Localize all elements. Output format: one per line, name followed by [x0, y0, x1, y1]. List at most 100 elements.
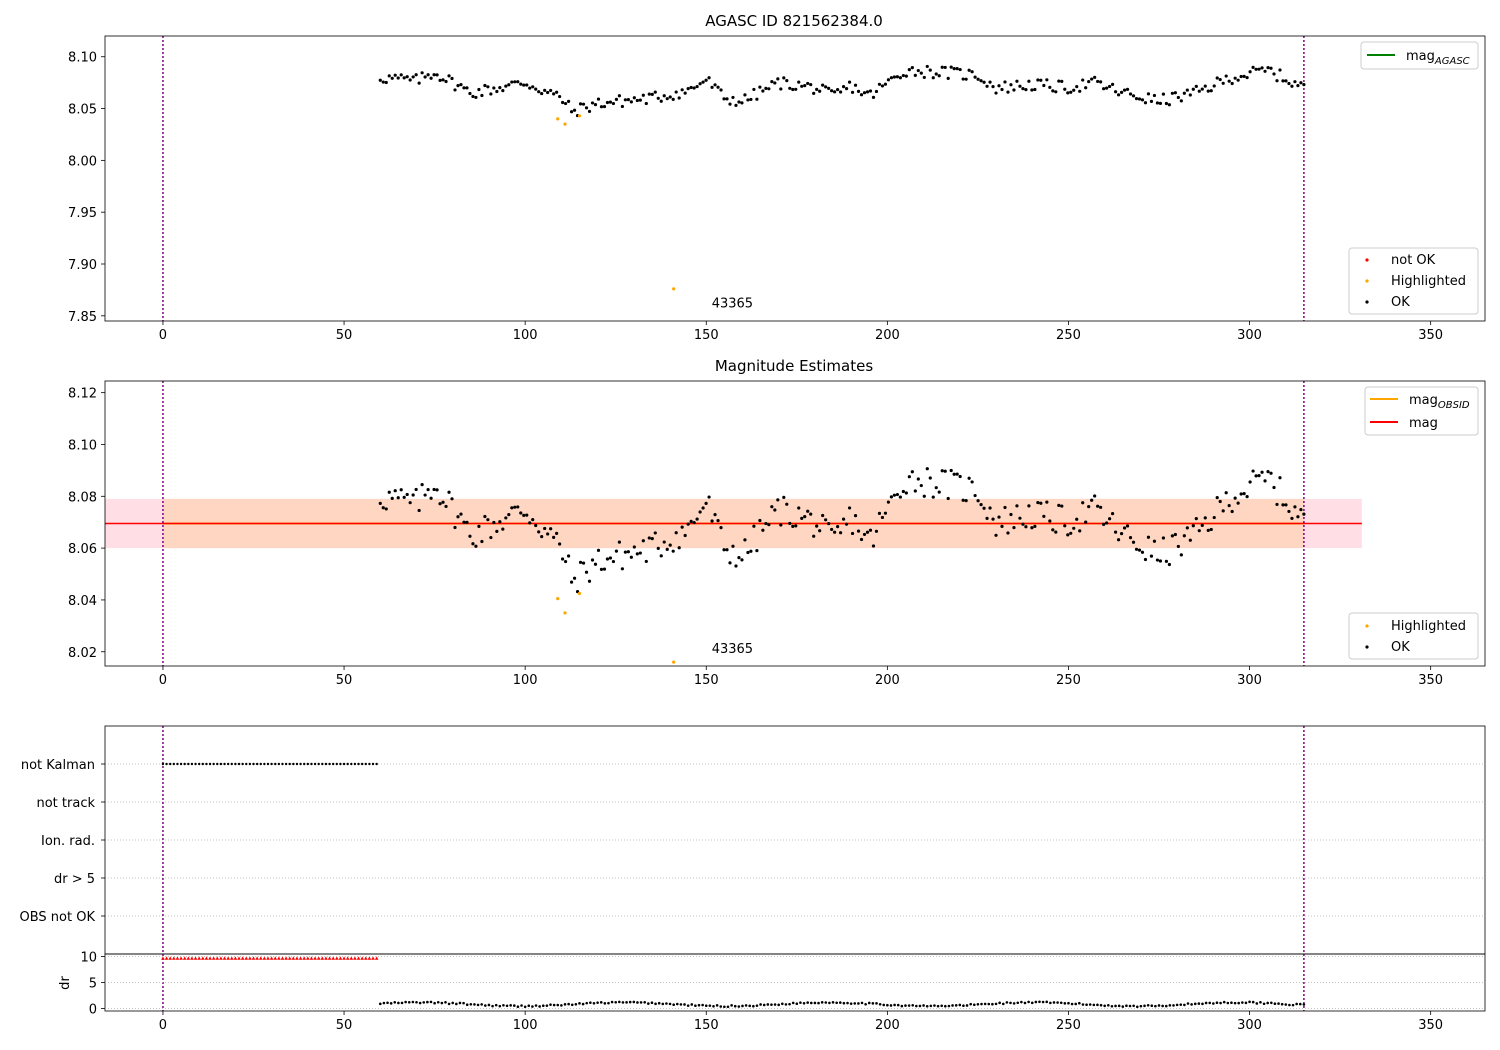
p4-ok-point [422, 1001, 426, 1004]
p2-ok-point [1191, 524, 1195, 528]
p1-ok-point [704, 78, 708, 82]
p1-ok-point [1140, 98, 1145, 102]
p3-not-kalman-point [321, 762, 324, 766]
p1-ok-point [913, 73, 917, 77]
p1-ok-point [895, 75, 899, 79]
p4-xtick-label: 300 [1237, 1018, 1262, 1033]
p2-ok-point [623, 550, 627, 554]
p4-ok-point [1219, 1001, 1222, 1005]
p1-ok-point [602, 104, 607, 109]
p2-ok-point [1287, 509, 1291, 514]
p4-ok-point [599, 1001, 603, 1004]
p4-ok-point [842, 1001, 846, 1005]
p4-ok-point [918, 1004, 922, 1008]
p1-ok-point [596, 97, 601, 101]
p1-ok-point [644, 101, 648, 106]
p1-ok-point [871, 95, 876, 99]
p3-not-kalman-point [187, 762, 190, 766]
flag-label-not-kalman: not Kalman [21, 758, 95, 773]
p3-not-kalman-point [190, 762, 194, 766]
p2-ok-point [510, 506, 514, 510]
p4-not-ok-point [200, 956, 205, 960]
p2-ok-point [1021, 522, 1025, 526]
p4-ok-point [853, 1002, 857, 1005]
p3-not-kalman-point [179, 762, 183, 766]
p4-ok-point [520, 1004, 523, 1007]
p4-ok-point [1251, 1000, 1255, 1004]
p4-ok-point [748, 1004, 752, 1008]
p1-ok-point [877, 82, 882, 86]
p2-ok-point [1024, 525, 1028, 529]
p2-ok-point [1290, 516, 1294, 520]
p4-ok-point [632, 1000, 636, 1004]
p1-ok-point [566, 99, 571, 103]
p2-ok-point [447, 490, 451, 494]
p2-ok-point [602, 567, 607, 571]
p3-not-kalman-point [241, 762, 244, 766]
p2-ok-point [450, 497, 454, 501]
p3-not-kalman-point [313, 762, 317, 766]
p2-ok-point [785, 502, 789, 506]
p2-ok-point [952, 472, 956, 476]
p4-ok-point [893, 1003, 896, 1007]
p4-ok-point [969, 1002, 972, 1006]
p2-ok-point [883, 511, 888, 515]
p1-ok-point [513, 80, 517, 84]
p1-ok-point [617, 94, 622, 98]
p1-ok-point [1263, 69, 1267, 73]
p4-ok-point [1143, 1004, 1146, 1008]
p4-not-ok-point [345, 956, 350, 960]
p4-ok-point [400, 1001, 404, 1005]
p4-ok-point [708, 1004, 712, 1007]
p4-ok-point [1016, 1001, 1020, 1005]
p4-ok-point [534, 1004, 538, 1007]
p1-ok-point [806, 81, 810, 86]
p4-not-ok-point [280, 956, 285, 960]
p4-not-ok-point [219, 956, 223, 960]
p1-ok-point [838, 90, 843, 94]
p3-not-kalman-point [212, 762, 215, 766]
p1-ok-point [1048, 85, 1052, 89]
p1-ok-point [830, 89, 834, 93]
p2-ok-point [677, 546, 681, 550]
p2-ok-point [1122, 526, 1127, 530]
p4-ok-point [871, 1002, 875, 1005]
p4-not-ok-point [215, 956, 220, 960]
p4-not-ok-point [335, 956, 339, 960]
p1-ok-point [692, 86, 696, 90]
p3-not-kalman-point [205, 762, 208, 766]
p2-ok-point [1203, 516, 1207, 520]
p1-ok-point [605, 100, 610, 105]
p1-ok-point [1009, 83, 1013, 87]
legend-label-highlighted: Highlighted [1391, 274, 1466, 289]
p2-ok-point [818, 529, 822, 533]
p4-ok-point [1241, 1001, 1244, 1004]
p3-not-kalman-point [339, 762, 342, 766]
p4-ok-point [429, 1000, 433, 1004]
p4-not-ok-point [168, 956, 172, 960]
p1-ok-point [1287, 81, 1291, 86]
p1-ok-point [1170, 91, 1174, 95]
panel-flags: not Kalman not track Ion. rad. dr > 5 OB… [20, 725, 1486, 955]
legend-label-ok-2: OK [1391, 640, 1410, 655]
p1-ok-point [1209, 89, 1213, 93]
p3-not-kalman-point [226, 762, 230, 766]
p2-ok-point [940, 469, 944, 473]
p4-ok-point [1284, 1003, 1288, 1006]
p2-ok-point [1015, 504, 1019, 508]
p2-ok-point [632, 545, 636, 549]
p2-ok-point [806, 509, 810, 513]
p4-ok-point [759, 1003, 762, 1006]
p1-ok-point [620, 104, 624, 109]
p2-ytick-label: 8.08 [68, 490, 97, 505]
p2-ok-point [1045, 500, 1049, 504]
p2-ok-point [856, 529, 861, 533]
p2-ok-point [405, 492, 409, 497]
p2-ok-point [474, 544, 478, 548]
p2-ok-point [824, 518, 828, 522]
p1-ok-point [1221, 81, 1225, 85]
p4-ok-point [806, 1001, 809, 1004]
p4-xtick-label: 0 [159, 1018, 167, 1033]
p1-ok-point [516, 80, 520, 84]
p4-ok-point [762, 1003, 766, 1007]
